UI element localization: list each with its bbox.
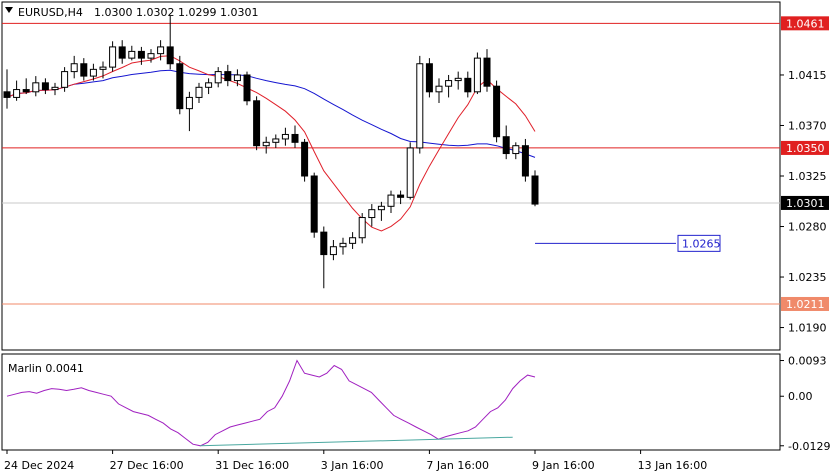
candles xyxy=(3,15,539,289)
bull-candle xyxy=(128,50,136,59)
bull-candle xyxy=(89,68,97,77)
current-price-badge xyxy=(781,195,829,210)
price-tick-label: 1.0370 xyxy=(788,119,827,132)
bull-candle xyxy=(195,86,203,98)
level-price-label: 1.0211 xyxy=(786,298,825,311)
bull-candle xyxy=(377,205,385,211)
level-price-label: 1.0350 xyxy=(786,142,825,155)
bull-candle xyxy=(339,242,347,248)
bull-candle xyxy=(185,96,193,110)
symbol-label: EURUSD,H4 xyxy=(18,6,83,19)
bull-candle xyxy=(51,86,59,91)
bull-candle xyxy=(147,53,155,59)
bull-candle xyxy=(262,141,270,147)
bull-candle xyxy=(109,46,117,68)
bear-candle xyxy=(521,145,529,177)
moving-averages: 1.0265 xyxy=(6,55,721,252)
bear-candle xyxy=(483,57,491,87)
time-tick-label: 9 Jan 16:00 xyxy=(532,459,595,472)
indicator-tick-label: 0.00 xyxy=(788,390,813,403)
marlin-trend-line xyxy=(200,436,513,447)
fast-moving-average-line xyxy=(6,55,536,232)
bear-candle xyxy=(243,74,251,102)
price-tick-label: 1.0325 xyxy=(788,170,827,183)
time-tick-label: 27 Dec 16:00 xyxy=(110,459,184,472)
bull-candle xyxy=(406,147,414,198)
bear-candle xyxy=(137,50,145,59)
collapse-arrow-icon[interactable] xyxy=(5,7,13,13)
time-tick-label: 7 Jan 16:00 xyxy=(426,459,489,472)
bear-candle xyxy=(502,136,510,155)
indicator-label: Marlin 0.0041 xyxy=(8,362,84,375)
price-tick-label: 1.0235 xyxy=(788,271,827,284)
bear-candle xyxy=(301,141,309,177)
bull-candle xyxy=(445,80,453,87)
bull-candle xyxy=(205,82,213,88)
time-tick-label: 13 Jan 16:00 xyxy=(638,459,708,472)
ma-projection-box xyxy=(677,234,721,252)
indicator-tick-label: 0.0093 xyxy=(788,355,827,368)
bull-candle xyxy=(387,194,395,207)
bull-candle xyxy=(512,145,520,155)
bull-candle xyxy=(157,46,165,55)
price-tick-label: 1.0190 xyxy=(788,322,827,335)
bear-candle xyxy=(41,82,49,91)
bear-candle xyxy=(3,91,11,98)
current-price-label: 1.0301 xyxy=(786,197,825,210)
slow-moving-average-line xyxy=(6,69,536,158)
bear-candle xyxy=(397,194,405,198)
bull-candle xyxy=(99,66,107,70)
level-price-badge xyxy=(781,16,829,31)
bull-candle xyxy=(358,217,366,239)
bear-candle xyxy=(320,231,328,256)
time-tick-label: 31 Dec 16:00 xyxy=(215,459,289,472)
bear-candle xyxy=(118,46,126,59)
bear-candle xyxy=(425,63,433,93)
bull-candle xyxy=(32,82,40,93)
bull-candle xyxy=(13,89,21,98)
bull-candle xyxy=(416,63,424,149)
bear-candle xyxy=(310,175,318,233)
price-axis: 1.0190 1.0235 1.0280 1.0325 1.0370 1.0415 0.00… xyxy=(780,69,830,453)
bull-candle xyxy=(473,57,481,93)
bear-candle xyxy=(291,133,299,143)
bear-candle xyxy=(80,63,88,77)
bull-candle xyxy=(281,133,289,140)
bull-candle xyxy=(233,74,241,82)
bull-candle xyxy=(70,63,78,73)
ohlc-label: 1.0300 1.0302 1.0299 1.0301 xyxy=(94,6,258,19)
bull-candle xyxy=(349,237,357,244)
bear-candle xyxy=(176,63,184,110)
bull-candle xyxy=(272,138,280,143)
marlin-line xyxy=(6,359,536,447)
bull-candle xyxy=(368,209,376,219)
marlin-indicator xyxy=(6,359,536,447)
bull-candle xyxy=(454,77,462,82)
bull-candle xyxy=(329,246,337,256)
level-price-badge xyxy=(781,296,829,311)
indicator-tick-label: -0.0129 xyxy=(788,440,830,453)
horizontal-levels: 1.0461 1.0350 1.0211 1.0301 xyxy=(2,16,829,311)
indicator-panel xyxy=(1,353,781,451)
bear-candle xyxy=(493,85,501,138)
price-tick-label: 1.0280 xyxy=(788,221,827,234)
level-price-label: 1.0461 xyxy=(786,17,825,30)
bear-candle xyxy=(224,71,232,82)
bear-candle xyxy=(531,175,539,205)
bull-candle xyxy=(435,85,443,93)
time-tick-label: 24 Dec 2024 xyxy=(4,459,74,472)
time-axis: 24 Dec 2024 27 Dec 16:00 31 Dec 16:00 3 Jan… xyxy=(4,450,707,472)
price-tick-label: 1.0415 xyxy=(788,69,827,82)
bull-candle xyxy=(214,71,222,84)
level-price-badge xyxy=(781,140,829,155)
bear-candle xyxy=(464,77,472,93)
bear-candle xyxy=(22,89,30,93)
bull-candle xyxy=(61,71,69,88)
ma-projection-label: 1.0265 xyxy=(682,237,721,250)
bear-candle xyxy=(253,100,261,147)
bear-candle xyxy=(166,46,174,65)
time-tick-label: 3 Jan 16:00 xyxy=(321,459,384,472)
